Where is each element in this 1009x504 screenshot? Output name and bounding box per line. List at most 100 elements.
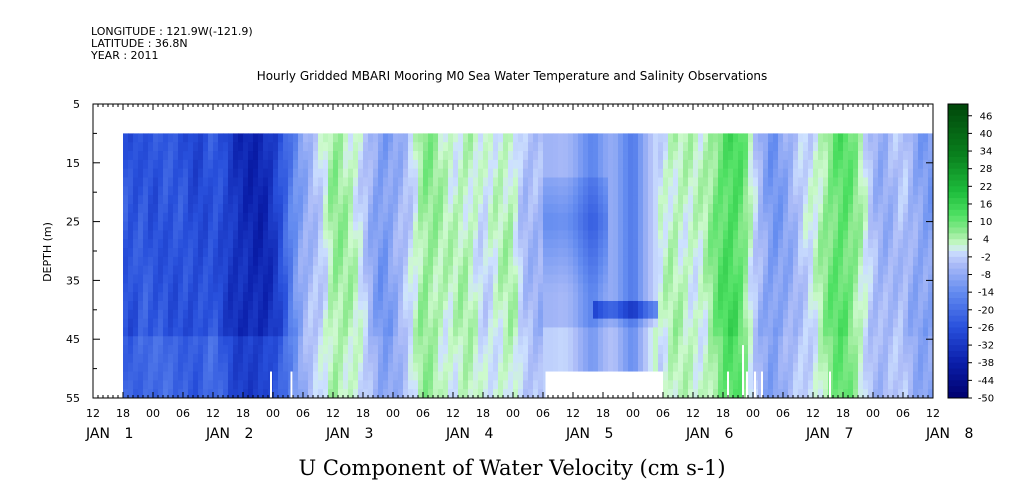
heatmap-cell [743, 371, 749, 381]
heatmap-cell [753, 336, 759, 346]
heatmap-cell [658, 362, 664, 373]
heatmap-cell [328, 159, 334, 170]
heatmap-cell [488, 362, 494, 373]
heatmap-cell [478, 212, 484, 223]
heatmap-cell [313, 248, 319, 258]
heatmap-cell [748, 265, 754, 276]
heatmap-cell [463, 256, 469, 267]
heatmap-cell [758, 371, 764, 381]
heatmap-cell [413, 292, 419, 302]
heatmap-cell [463, 309, 469, 320]
heatmap-cell [668, 230, 674, 240]
heatmap-cell [818, 203, 824, 214]
heatmap-cell [713, 362, 719, 373]
heatmap-cell [548, 309, 554, 320]
heatmap-cell [683, 151, 689, 161]
heatmap-cell [438, 133, 444, 143]
heatmap-cell [568, 309, 574, 320]
heatmap-cell [903, 345, 909, 355]
heatmap-cell [503, 248, 509, 258]
heatmap-cell [483, 142, 489, 152]
heatmap-cell [373, 142, 379, 152]
heatmap-cell [523, 133, 529, 143]
heatmap-cell [833, 389, 839, 398]
heatmap-cell [273, 283, 279, 293]
heatmap-cell [218, 248, 224, 258]
heatmap-cell [418, 159, 424, 170]
heatmap-cell [863, 371, 869, 381]
heatmap-cell [708, 362, 714, 373]
heatmap-cell [858, 203, 864, 214]
heatmap-cell [678, 168, 684, 179]
heatmap-cell [638, 239, 644, 249]
heatmap-cell [233, 212, 239, 223]
heatmap-cell [223, 177, 229, 187]
heatmap-cell [383, 274, 389, 284]
heatmap-cell [733, 212, 739, 223]
heatmap-cell [508, 203, 514, 214]
heatmap-cell [558, 177, 564, 187]
heatmap-cell [833, 274, 839, 284]
heatmap-cell [818, 353, 824, 364]
heatmap-cell [538, 309, 544, 320]
heatmap-cell [858, 133, 864, 143]
heatmap-cell [798, 177, 804, 187]
heatmap-cell [398, 327, 404, 337]
heatmap-cell [423, 203, 429, 214]
heatmap-cell [843, 142, 849, 152]
heatmap-cell [458, 248, 464, 258]
heatmap-cell [823, 336, 829, 346]
heatmap-cell [208, 327, 214, 337]
heatmap-cell [928, 159, 933, 170]
heatmap-cell [633, 256, 639, 267]
heatmap-cell [468, 151, 474, 161]
heatmap-cell [598, 159, 604, 170]
heatmap-cell [183, 283, 189, 293]
heatmap-cell [783, 248, 789, 258]
heatmap-cell [478, 309, 484, 320]
heatmap-cell [293, 274, 299, 284]
heatmap-cell [513, 151, 519, 161]
heatmap-cell [613, 345, 619, 355]
heatmap-cell [603, 230, 609, 240]
heatmap-cell [883, 292, 889, 302]
heatmap-field [123, 133, 933, 398]
heatmap-cell [528, 203, 534, 214]
heatmap-cell [308, 362, 314, 373]
heatmap-cell [338, 177, 344, 187]
heatmap-cell [213, 353, 219, 364]
heatmap-cell [763, 212, 769, 223]
heatmap-cell [853, 380, 859, 390]
heatmap-cell [243, 283, 249, 293]
heatmap-cell [713, 309, 719, 320]
heatmap-cell [128, 292, 134, 302]
heatmap-cell [698, 221, 704, 232]
heatmap-cell [658, 336, 664, 346]
longitude-label: LONGITUDE : 121.9W(-121.9) [91, 25, 253, 38]
heatmap-cell [893, 327, 899, 337]
heatmap-cell [298, 151, 304, 161]
heatmap-cell [848, 389, 854, 398]
heatmap-cell [773, 345, 779, 355]
heatmap-cell [763, 309, 769, 320]
heatmap-cell [258, 248, 264, 258]
heatmap-cell [198, 203, 204, 214]
heatmap-cell [348, 221, 354, 232]
heatmap-cell [833, 265, 839, 276]
heatmap-cell [518, 195, 524, 205]
heatmap-cell [308, 300, 314, 311]
heatmap-cell [818, 248, 824, 258]
heatmap-cell [588, 151, 594, 161]
heatmap-cell [858, 327, 864, 337]
heatmap-cell [263, 186, 269, 196]
heatmap-cell [488, 371, 494, 381]
heatmap-cell [838, 239, 844, 249]
heatmap-cell [693, 380, 699, 390]
heatmap-cell [243, 371, 249, 381]
heatmap-cell [513, 203, 519, 214]
heatmap-cell [773, 309, 779, 320]
heatmap-cell [673, 151, 679, 161]
heatmap-cell [403, 274, 409, 284]
heatmap-cell [733, 151, 739, 161]
heatmap-cell [493, 318, 499, 329]
